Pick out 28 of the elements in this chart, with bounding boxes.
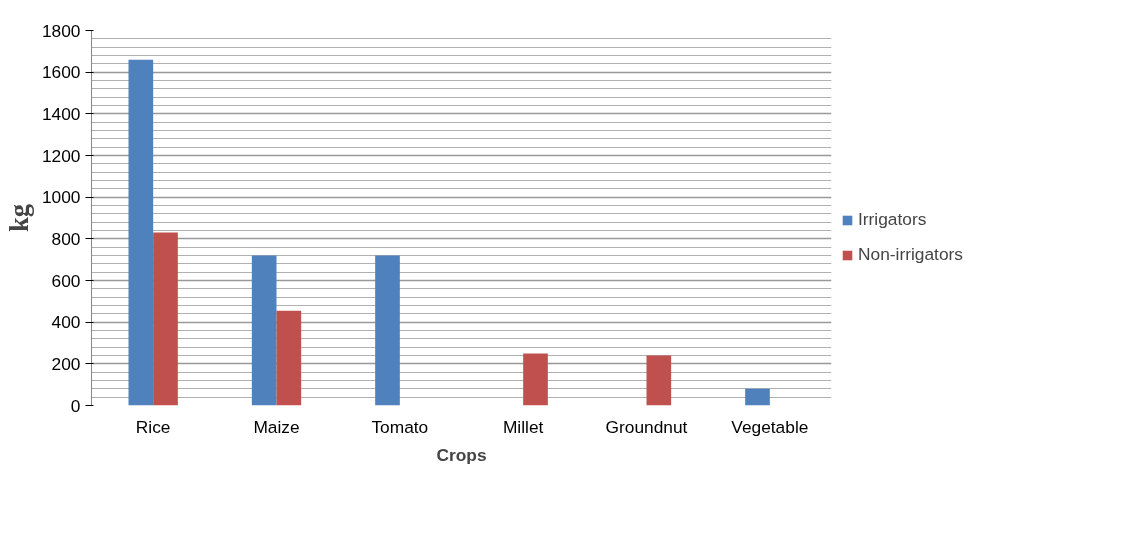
bar bbox=[375, 255, 400, 406]
x-tick-label: Groundnut bbox=[605, 416, 688, 437]
y-tick-label: 1600 bbox=[41, 62, 81, 83]
bar bbox=[745, 388, 770, 406]
bar bbox=[153, 232, 178, 406]
y-tick-label: 1000 bbox=[41, 187, 81, 208]
y-tick-label: 1800 bbox=[41, 20, 81, 41]
y-tick-label: 1400 bbox=[41, 103, 81, 124]
x-axis-title: Crops bbox=[436, 444, 487, 465]
y-tick-label: 400 bbox=[51, 312, 81, 333]
x-tick-label: Rice bbox=[135, 416, 171, 437]
bar bbox=[276, 310, 302, 406]
y-tick-label: 600 bbox=[51, 270, 81, 291]
y-tick-label: 800 bbox=[51, 228, 81, 249]
bar bbox=[251, 255, 277, 406]
bar bbox=[128, 59, 154, 406]
y-axis-title: kg bbox=[3, 203, 34, 233]
y-tick-label: 0 bbox=[70, 395, 81, 416]
y-tick-label: 200 bbox=[51, 353, 81, 374]
legend-label: Non-irrigators bbox=[858, 244, 963, 265]
x-tick-label: Vegetable bbox=[731, 416, 809, 437]
bar bbox=[523, 353, 548, 406]
legend-label: Irrigators bbox=[858, 209, 927, 230]
y-tick-label: 1200 bbox=[41, 145, 81, 166]
x-tick-label: Maize bbox=[253, 416, 300, 437]
bar bbox=[646, 355, 672, 406]
x-tick-label: Millet bbox=[502, 416, 544, 437]
x-tick-label: Tomato bbox=[371, 416, 429, 437]
